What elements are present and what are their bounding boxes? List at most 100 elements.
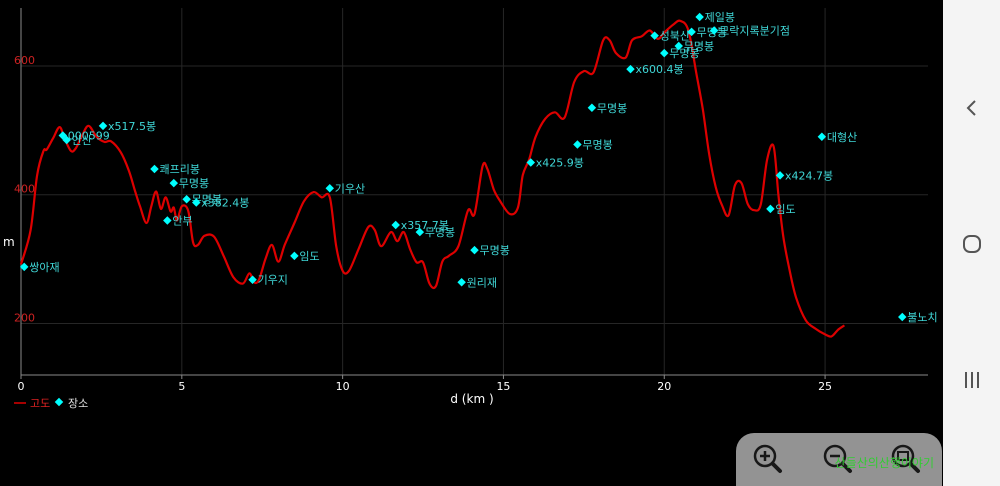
place-label: 무명봉 <box>582 138 612 151</box>
y-tick-label: 400 <box>14 183 35 196</box>
place-label: 무명봉 <box>669 47 699 60</box>
place-label: x600.4봉 <box>635 63 683 76</box>
elevation-line <box>19 19 846 338</box>
place-marker: 쌍아재 <box>19 261 60 274</box>
place-marker-diamond <box>98 121 108 131</box>
elevation-chart: m d (km ) 0 5 10 15 20 25 200 400 600 쌍아재 000599 안… <box>3 8 938 410</box>
legend-marker-swatch <box>54 397 64 407</box>
three-bars-icon <box>964 372 979 388</box>
place-label: 모락지록분기점 <box>719 25 790 38</box>
chart-axes: m d (km ) 0 5 10 15 20 25 200 400 600 <box>3 8 928 406</box>
y-tick-label: 600 <box>14 54 35 67</box>
chart-grid <box>20 8 928 375</box>
place-label: 기우산 <box>335 182 365 195</box>
place-label: 안산 <box>72 134 92 147</box>
place-marker: 무명봉 <box>470 244 510 257</box>
place-label: x424.7봉 <box>785 169 833 182</box>
place-label: 제일봉 <box>705 10 735 24</box>
place-marker-diamond <box>660 48 669 58</box>
place-marker-diamond <box>150 164 159 174</box>
chevron-left-icon <box>966 100 976 116</box>
elevation-line-group <box>19 19 846 338</box>
zoom-in-button[interactable] <box>748 439 788 479</box>
place-label: 무명봉 <box>179 177 209 190</box>
place-marker-diamond <box>415 227 425 237</box>
place-marker: 안산 <box>62 134 92 147</box>
place-label: 쾌프리봉 <box>159 163 199 176</box>
x-tick-label: 15 <box>496 380 510 393</box>
place-marker: 쾌프리봉 <box>150 163 200 176</box>
place-label: x425.9봉 <box>536 157 584 170</box>
back-button[interactable] <box>943 86 1000 130</box>
x-tick-label: 0 <box>18 380 25 393</box>
credit-watermark: 산들산의산행이야기 <box>834 456 934 470</box>
place-label: 임도 <box>299 250 319 263</box>
zoom-in-icon <box>753 444 782 473</box>
place-marker-diamond <box>587 103 597 113</box>
place-label: 안부 <box>172 214 192 227</box>
y-axis-label: m <box>3 235 15 249</box>
place-marker-diamond <box>573 140 582 149</box>
place-label: x517.5봉 <box>108 120 156 133</box>
x-tick-label: 25 <box>818 380 832 393</box>
place-marker: 무명봉 <box>573 138 613 151</box>
zoom-reset-button[interactable] <box>886 439 926 479</box>
home-button[interactable] <box>943 222 1000 266</box>
place-marker-diamond <box>325 184 335 193</box>
recents-button[interactable] <box>943 358 1000 402</box>
place-label: x382.4봉 <box>201 196 249 209</box>
zoom-controls <box>736 433 942 486</box>
place-marker: 무명봉 <box>169 177 209 190</box>
legend-line-label: 고도 <box>30 397 50 410</box>
place-marker-diamond <box>182 194 191 204</box>
place-marker-diamond <box>192 198 201 207</box>
place-marker: 기우지 <box>248 274 288 287</box>
place-marker: 무명봉 <box>415 226 455 239</box>
place-label: 성북산 <box>660 30 690 43</box>
legend: 고도 장소 <box>14 397 88 410</box>
place-marker: 제일봉 <box>695 10 735 24</box>
place-marker-diamond <box>19 262 29 272</box>
place-marker-diamond <box>526 158 536 167</box>
place-markers: 쌍아재000599안산x517.5봉쾌프리봉안부무명봉무명봉x382.4봉기우지… <box>19 10 938 324</box>
place-marker: 임도 <box>766 203 796 216</box>
place-marker-diamond <box>898 312 907 322</box>
x-tick-label: 5 <box>178 380 185 393</box>
legend-marker-label: 장소 <box>68 397 88 410</box>
place-marker: x425.9봉 <box>526 157 584 170</box>
place-marker: 기우산 <box>325 182 365 195</box>
place-label: 무명봉 <box>597 102 627 115</box>
place-label: 임도 <box>775 203 795 216</box>
place-marker-diamond <box>163 216 172 225</box>
place-marker-diamond <box>290 251 299 261</box>
place-marker: x600.4봉 <box>626 63 684 76</box>
place-label: 무명봉 <box>684 40 714 53</box>
place-marker-diamond <box>169 178 179 188</box>
place-marker-diamond <box>391 220 400 230</box>
zoom-reset-icon <box>891 444 920 473</box>
system-navigation-bar <box>943 0 1000 486</box>
place-label: 불노치 <box>907 311 937 324</box>
place-label: x357.7봉 <box>401 219 449 232</box>
place-marker: 원리재 <box>457 276 497 289</box>
place-marker: 불노치 <box>898 311 938 324</box>
place-marker-diamond <box>457 278 466 287</box>
circle-home-icon <box>962 235 981 253</box>
x-tick-label: 10 <box>336 380 350 393</box>
y-tick-label: 200 <box>14 311 35 324</box>
place-marker: 대형산 <box>817 131 857 144</box>
place-marker: x357.7봉 <box>391 219 449 232</box>
zoom-out-icon <box>823 444 852 473</box>
place-label: 쌍아재 <box>29 261 59 274</box>
place-marker: 안부 <box>163 214 193 227</box>
zoom-out-button[interactable] <box>818 439 858 479</box>
place-marker-diamond <box>470 245 479 255</box>
place-label: 000599 <box>68 129 110 142</box>
x-axis-label: d (km ) <box>450 392 493 406</box>
place-marker: x382.4봉 <box>192 196 249 209</box>
place-label: 기우지 <box>258 274 288 287</box>
place-marker: 무명봉 <box>587 102 627 115</box>
place-label: 무명봉 <box>425 226 455 239</box>
place-marker-diamond <box>766 204 775 214</box>
place-label: 대형산 <box>827 131 857 144</box>
